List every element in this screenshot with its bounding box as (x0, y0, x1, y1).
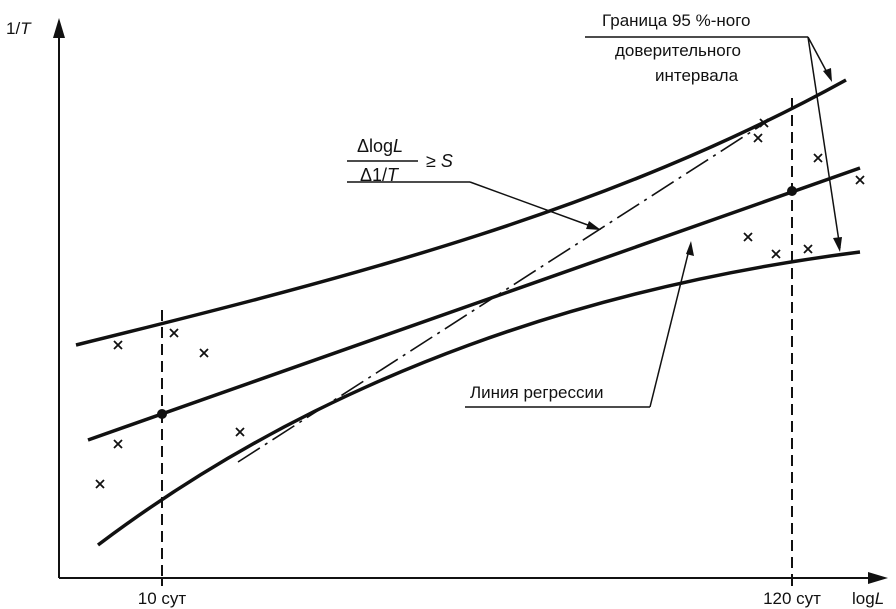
confidence-arrow-lower-icon (833, 237, 842, 252)
confidence-callout-line2: доверительного (615, 41, 741, 60)
data-point (199, 348, 209, 358)
x-axis-arrow-icon (868, 572, 888, 584)
data-points (95, 118, 865, 489)
data-point (771, 249, 781, 259)
slope-formula-numerator: ΔlogL (357, 136, 403, 156)
y-axis-arrow-icon (53, 18, 65, 38)
confidence-leaders (807, 36, 841, 249)
regression-point-120-days (787, 186, 797, 196)
regression-callout-arrow-icon (686, 241, 694, 256)
axes (58, 32, 872, 579)
tick-label-120-days: 120 сут (763, 589, 821, 608)
data-point (855, 175, 865, 185)
upper-confidence-bound (75, 78, 847, 347)
y-axis-label: 1/T (6, 19, 32, 38)
data-point (235, 427, 245, 437)
data-point (113, 340, 123, 350)
tick-label-10-days: 10 сут (138, 589, 187, 608)
data-point (113, 439, 123, 449)
slope-callout-leader (469, 181, 597, 229)
data-point (803, 244, 813, 254)
slope-callout-arrow-icon (586, 221, 601, 230)
data-point (743, 232, 753, 242)
slope-formula-rhs: ≥ S (426, 151, 453, 171)
data-point (95, 479, 105, 489)
data-point (753, 133, 763, 143)
confidence-leader-lower (807, 36, 841, 249)
data-point (813, 153, 823, 163)
data-point (169, 328, 179, 338)
regression-callout-leader (649, 245, 691, 408)
regression-line (87, 166, 861, 442)
x-axis-label: logL (852, 589, 884, 608)
confidence-callout-line1: Граница 95 %-ного (602, 11, 751, 30)
lower-confidence-bound (96, 250, 861, 547)
data-point (759, 118, 769, 128)
slope-line (237, 111, 783, 463)
confidence-arrow-upper-icon (823, 68, 832, 82)
confidence-callout-line3: интервала (655, 66, 739, 85)
slope-formula-denominator: Δ1/T (360, 165, 400, 185)
regression-point-10-days (157, 409, 167, 419)
regression-callout-label: Линия регрессии (470, 383, 603, 402)
